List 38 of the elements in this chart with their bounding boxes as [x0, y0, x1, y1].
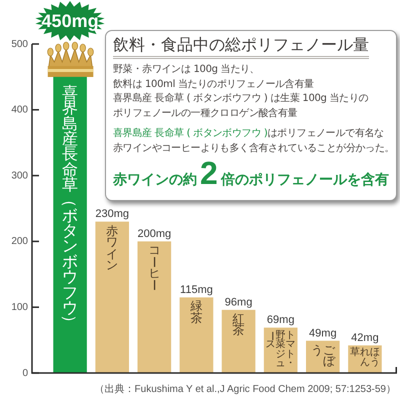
y-tick-label: 200 — [11, 236, 28, 248]
data-label: 450mg — [42, 10, 99, 31]
data-label: 200mg — [137, 228, 172, 240]
annotation: 赤ワインやコーヒーよりも多く含有されていることが分かった。 — [113, 142, 394, 154]
x-tick-label: ごぼう — [310, 342, 335, 368]
data-label: 115mg — [180, 284, 213, 296]
category-label: 喜界島産長命草（ボタンボウフウ） — [60, 82, 80, 331]
x-tick-label: 緑茶 — [190, 299, 202, 325]
annotation: 野菜・赤ワインは 100g 当たり、 — [113, 64, 260, 75]
x-tick-label: 紅茶 — [232, 312, 245, 338]
bar — [95, 222, 129, 373]
x-tick-label: コーヒー — [147, 243, 162, 291]
data-label: 230mg — [95, 208, 130, 220]
annotation: 赤ワインの約 — [113, 172, 197, 188]
x-tick-label: 赤ワイン — [106, 224, 118, 272]
data-label: 49mg — [309, 327, 337, 340]
annotation: はポリフェノールで有名な — [268, 128, 384, 139]
bar — [138, 241, 172, 373]
y-tick-label: 100 — [11, 302, 28, 313]
annotation: 倍のポリフェノールを含有 — [220, 172, 389, 188]
annotation: 喜界島産 長命草 ( ボタンボウフウ ) — [113, 128, 268, 139]
text: （出典：Fukushima Y et al.,J Agric Food Chem 2009; 57:1253-59） — [94, 384, 396, 396]
annotation: 2 — [199, 155, 219, 191]
annotation: 喜界島産 長命草 ( ボタンボウフウ ) は生葉 100g 当たりの — [113, 93, 368, 104]
data-label: 42mg — [351, 332, 379, 344]
y-tick-label: 500 — [11, 38, 28, 50]
x-tick-label: ほうれん草 — [350, 347, 380, 368]
data-label: 69mg — [266, 314, 294, 326]
bar — [180, 297, 214, 373]
data-label: 96mg — [224, 296, 252, 308]
bar — [222, 310, 256, 373]
annotation: ポリフェノールの一種クロロゲン酸含有量 — [113, 108, 298, 118]
y-tick-label: 0 — [22, 368, 28, 379]
y-tick-label: 300 — [11, 170, 28, 182]
chart-title: 飲料・食品中の総ポリフェノール量 — [113, 35, 369, 59]
category-label: トマト・野菜ジュース — [265, 330, 296, 370]
annotation: 飲料は 100ml 当たりのポリフェノール含有量 — [113, 78, 314, 90]
y-tick-label: 400 — [11, 104, 28, 116]
